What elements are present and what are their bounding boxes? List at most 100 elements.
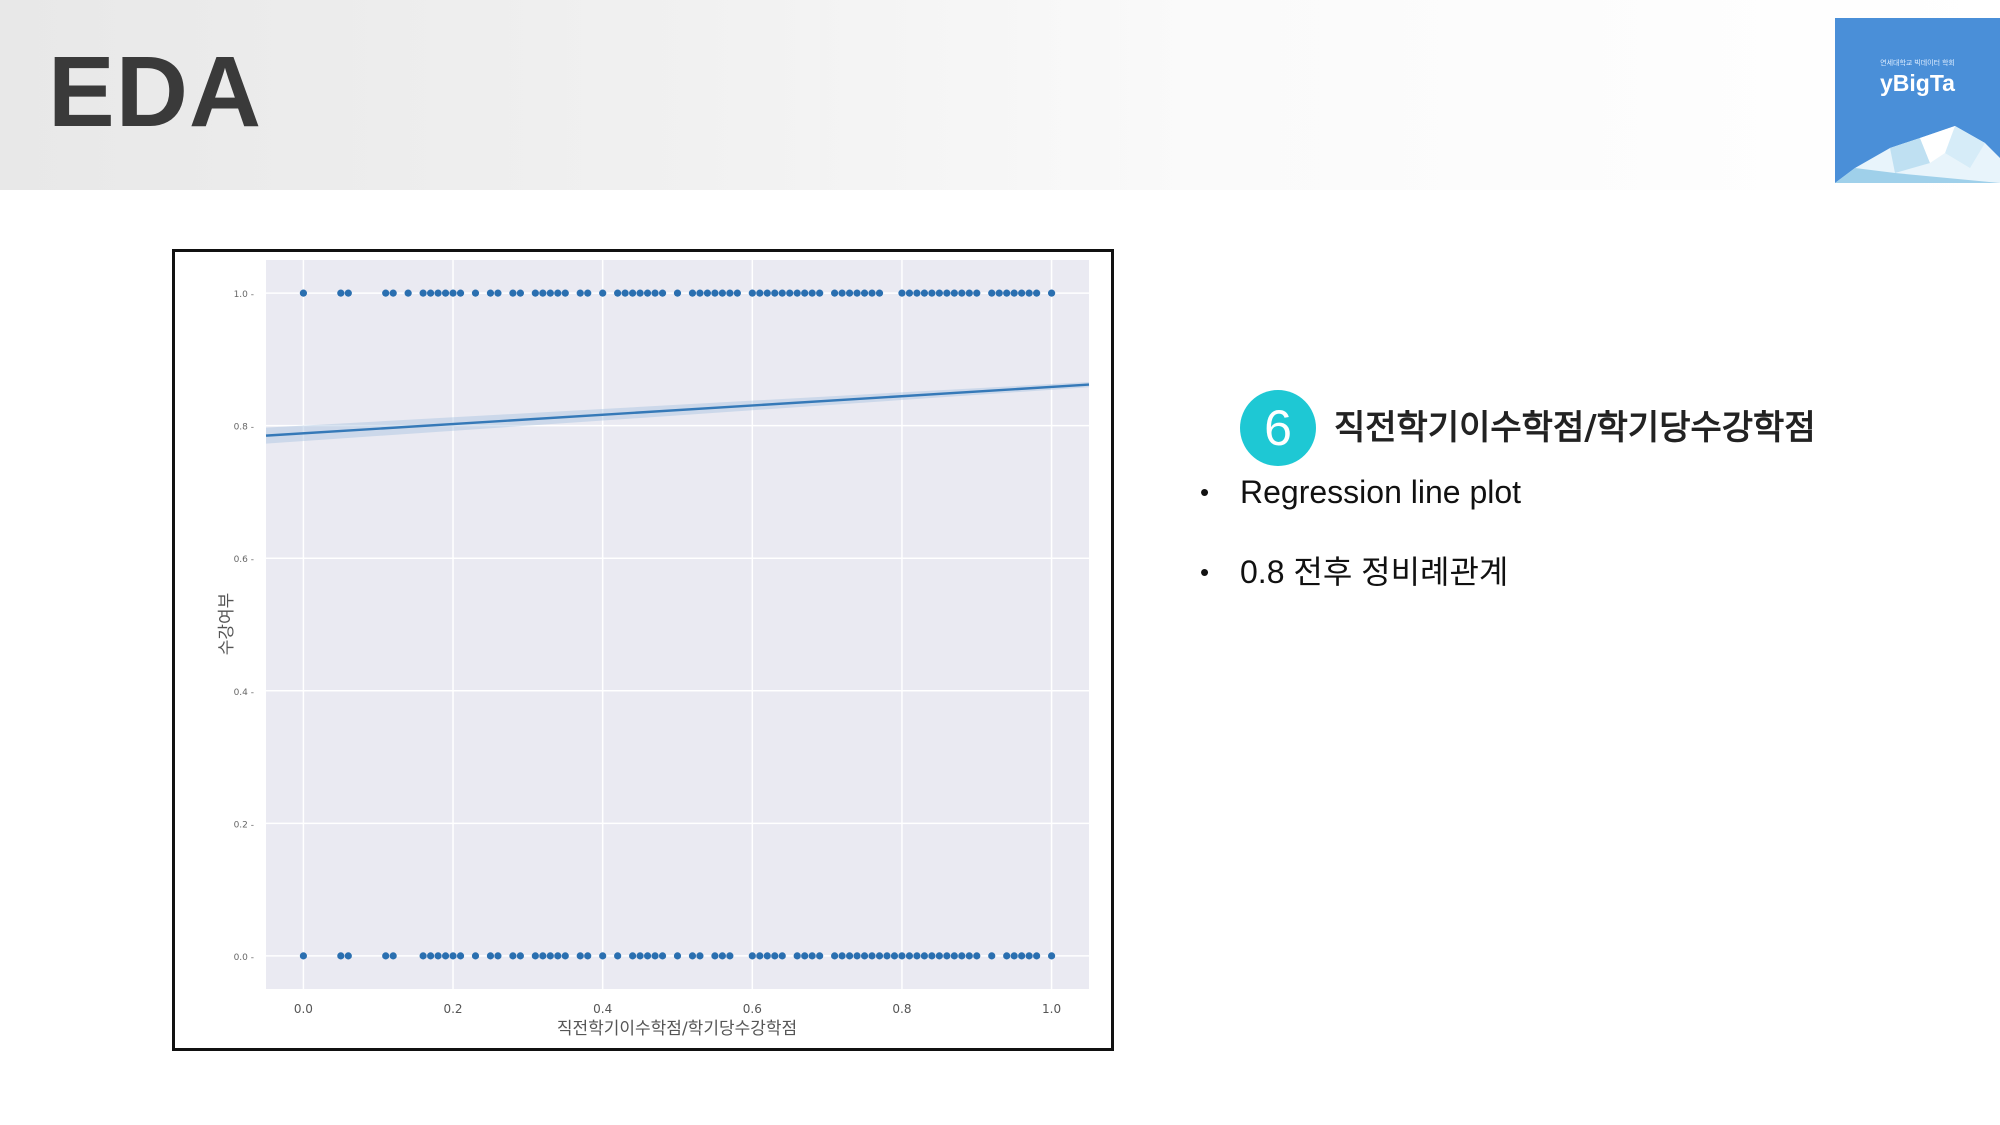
- data-point: [651, 289, 659, 297]
- data-point: [801, 952, 809, 960]
- data-point: [554, 952, 562, 960]
- data-point: [389, 289, 397, 297]
- data-point: [599, 289, 607, 297]
- data-point: [539, 952, 547, 960]
- data-point: [1010, 952, 1018, 960]
- data-point: [427, 289, 435, 297]
- data-point: [449, 289, 457, 297]
- x-tick-label: 0.6: [743, 1002, 762, 1016]
- x-tick-label: 0.4: [593, 1002, 612, 1016]
- data-point: [905, 289, 914, 297]
- data-point: [584, 289, 592, 297]
- data-point: [935, 952, 943, 960]
- bullet-text: 0.8 전후 정비례관계: [1240, 554, 1509, 590]
- iceberg-icon: [1835, 126, 2000, 183]
- data-point: [629, 289, 637, 297]
- data-point: [808, 289, 816, 297]
- regression-chart: 0.0 0.2 0.4 0.6 0.8 1.0 0.0 -0.2 -0.4 -0.6 -0…: [217, 260, 1090, 1039]
- data-point: [711, 952, 719, 960]
- section-number-badge: 6: [1240, 390, 1316, 466]
- data-point: [920, 952, 929, 960]
- data-point: [778, 289, 786, 297]
- bullet-marker: •: [1200, 557, 1210, 587]
- data-point: [494, 952, 502, 960]
- data-point: [950, 289, 958, 297]
- data-point: [441, 952, 450, 960]
- data-point: [636, 952, 644, 960]
- data-point: [748, 952, 756, 960]
- data-point: [673, 952, 682, 960]
- data-point: [868, 289, 876, 297]
- data-point: [614, 289, 622, 297]
- data-point: [419, 289, 427, 297]
- section-title: 직전학기이수학점/학기당수강학점: [1334, 408, 1816, 448]
- data-point: [793, 952, 801, 960]
- data-point: [875, 289, 884, 297]
- data-point: [853, 952, 861, 960]
- logo-name: yBigTa: [1880, 70, 1955, 96]
- data-point: [1033, 952, 1041, 960]
- data-point: [1047, 952, 1056, 960]
- data-point: [576, 952, 584, 960]
- data-point: [441, 289, 450, 297]
- y-tick-label: 0.4 -: [234, 688, 254, 698]
- bullet-item: • 0.8 전후 정비례관계: [1200, 550, 1521, 594]
- data-point: [838, 952, 846, 960]
- data-point: [539, 289, 547, 297]
- data-point: [943, 952, 951, 960]
- y-tick-label: 0.0 -: [234, 953, 254, 963]
- data-point: [434, 289, 442, 297]
- data-point: [756, 952, 764, 960]
- data-point: [965, 952, 973, 960]
- slide-header: EDA 연세대학교 빅데이터 학회 yBigTa: [0, 0, 2000, 190]
- y-tick-label: 0.8 -: [234, 423, 254, 433]
- data-point: [561, 289, 569, 297]
- data-point: [988, 289, 996, 297]
- data-point: [801, 289, 809, 297]
- logo-subtitle: 연세대학교 빅데이터 학회: [1880, 60, 1955, 67]
- data-point: [943, 289, 951, 297]
- data-point: [643, 952, 652, 960]
- data-point: [898, 289, 906, 297]
- data-point: [471, 289, 480, 297]
- data-point: [973, 952, 981, 960]
- data-point: [995, 289, 1003, 297]
- data-point: [771, 289, 779, 297]
- data-point: [337, 952, 345, 960]
- data-point: [1025, 952, 1033, 960]
- data-point: [913, 289, 921, 297]
- x-tick-label: 1.0: [1042, 1002, 1061, 1016]
- data-point: [786, 289, 794, 297]
- data-point: [905, 952, 914, 960]
- data-point: [658, 952, 667, 960]
- bullet-item: • Regression line plot: [1200, 470, 1521, 514]
- data-point: [1010, 289, 1018, 297]
- data-point: [763, 952, 771, 960]
- data-point: [965, 289, 973, 297]
- data-point: [546, 952, 554, 960]
- data-point: [1033, 289, 1041, 297]
- data-point: [673, 289, 682, 297]
- data-point: [838, 289, 846, 297]
- data-point: [531, 289, 539, 297]
- data-point: [621, 289, 629, 297]
- data-point: [950, 952, 958, 960]
- data-point: [860, 289, 869, 297]
- x-tick-label: 0.0: [294, 1002, 313, 1016]
- data-point: [299, 952, 308, 960]
- data-point: [546, 289, 554, 297]
- data-point: [771, 952, 779, 960]
- data-point: [337, 289, 345, 297]
- data-point: [696, 952, 704, 960]
- data-point: [614, 952, 622, 960]
- bullet-text: Regression line plot: [1240, 474, 1522, 510]
- bullet-list: • Regression line plot • 0.8 전후 정비례관계: [1200, 470, 1521, 630]
- data-point: [344, 952, 352, 960]
- data-point: [988, 952, 996, 960]
- data-point: [958, 952, 966, 960]
- data-point: [875, 952, 884, 960]
- data-point: [726, 952, 734, 960]
- data-point: [531, 952, 539, 960]
- data-point: [688, 952, 697, 960]
- data-point: [561, 952, 569, 960]
